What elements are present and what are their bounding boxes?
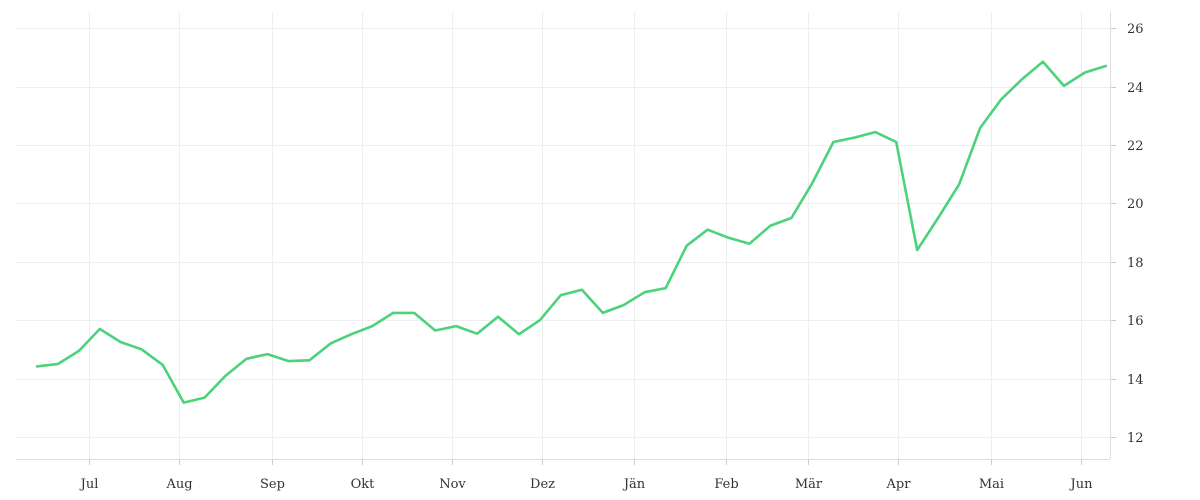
x-tick-label: Okt [351, 477, 376, 492]
x-tick-label: Jun [1069, 477, 1094, 492]
x-tick-label: Sep [260, 477, 285, 492]
y-axis-tick-labels: 12 14 16 18 20 22 24 26 [1127, 22, 1144, 446]
x-tick-label: Mär [795, 477, 823, 492]
y-tick-label: 16 [1127, 314, 1144, 329]
vertical-gridlines [89, 12, 1082, 459]
series-line [35, 60, 1108, 404]
y-tick-label: 18 [1127, 256, 1144, 271]
series-layer [35, 60, 1108, 404]
y-tick-label: 20 [1127, 197, 1144, 212]
x-tick-label: Mai [979, 477, 1004, 492]
y-tick-label: 12 [1127, 431, 1144, 446]
y-tick-label: 24 [1127, 81, 1144, 96]
axes [16, 12, 1116, 465]
x-tick-label: Nov [439, 477, 466, 492]
x-tick-label: Jän [622, 477, 646, 492]
x-tick-label: Aug [165, 477, 192, 492]
y-tick-label: 22 [1127, 139, 1144, 154]
y-tick-label: 26 [1127, 22, 1144, 37]
horizontal-gridlines [16, 28, 1110, 438]
x-tick-label: Jul [79, 477, 99, 492]
x-tick-label: Feb [714, 477, 738, 492]
x-tick-label: Apr [886, 477, 912, 492]
x-axis-tick-labels: Jul Aug Sep Okt Nov Dez Jän Feb Mär Apr Mai Jun [79, 477, 1093, 492]
y-tick-label: 14 [1127, 373, 1144, 388]
x-tick-label: Dez [530, 477, 555, 492]
